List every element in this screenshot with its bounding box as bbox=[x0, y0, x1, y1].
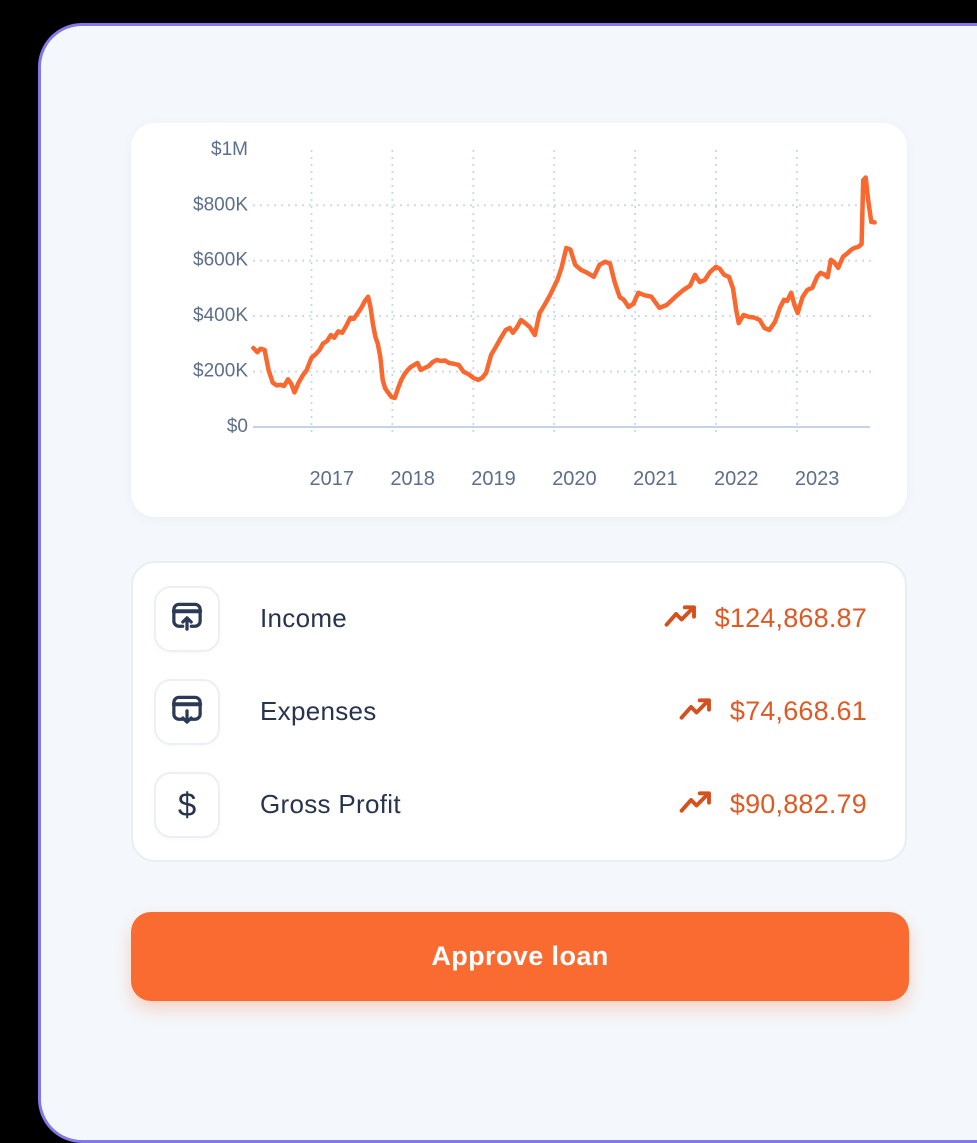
income-label: Income bbox=[260, 603, 348, 633]
expenses-icon-box bbox=[154, 678, 220, 745]
summary-row-income: Income $124,868.87 bbox=[154, 572, 867, 665]
trend-up-icon bbox=[678, 789, 714, 820]
svg-text:$0: $0 bbox=[227, 416, 248, 437]
svg-text:$800K: $800K bbox=[193, 194, 248, 215]
svg-text:$400K: $400K bbox=[193, 305, 248, 326]
svg-text:$200K: $200K bbox=[193, 361, 248, 382]
expenses-label: Expenses bbox=[260, 696, 377, 726]
gross-profit-value: $90,882.79 bbox=[729, 789, 867, 819]
svg-text:2021: 2021 bbox=[633, 468, 678, 490]
svg-text:2023: 2023 bbox=[795, 468, 840, 490]
summary-row-expenses: Expenses $74,668.61 bbox=[154, 665, 867, 758]
card-arrow-down-icon bbox=[168, 692, 206, 731]
card-arrow-up-icon bbox=[168, 599, 206, 638]
svg-text:2017: 2017 bbox=[310, 468, 355, 490]
svg-text:2022: 2022 bbox=[714, 468, 759, 490]
financial-summary-card: Income $124,868.87 bbox=[131, 561, 907, 862]
svg-text:2018: 2018 bbox=[390, 468, 435, 490]
gross-profit-label: Gross Profit bbox=[260, 789, 401, 819]
svg-text:2019: 2019 bbox=[471, 468, 516, 490]
income-value: $124,868.87 bbox=[714, 603, 867, 633]
svg-text:$600K: $600K bbox=[193, 250, 248, 271]
main-panel: 2017 2018 2019 2020 2021 2022 2023 $1M $800K $600… bbox=[38, 23, 977, 1143]
income-icon-box bbox=[154, 585, 220, 652]
approve-loan-button[interactable]: Approve loan bbox=[131, 912, 909, 1001]
revenue-chart-card: 2017 2018 2019 2020 2021 2022 2023 $1M $800K $600… bbox=[131, 123, 907, 517]
expenses-value: $74,668.61 bbox=[729, 696, 867, 726]
revenue-chart: 2017 2018 2019 2020 2021 2022 2023 $1M $800K $600… bbox=[193, 139, 877, 490]
gross-profit-icon-box: $ bbox=[154, 771, 220, 838]
svg-text:$1M: $1M bbox=[211, 139, 248, 160]
trend-up-icon bbox=[678, 696, 714, 727]
trend-up-icon bbox=[663, 603, 699, 634]
dollar-sign-icon: $ bbox=[177, 786, 197, 823]
summary-row-gross-profit: $ Gross Profit $90,882.79 bbox=[154, 758, 867, 851]
svg-text:2020: 2020 bbox=[552, 468, 597, 490]
